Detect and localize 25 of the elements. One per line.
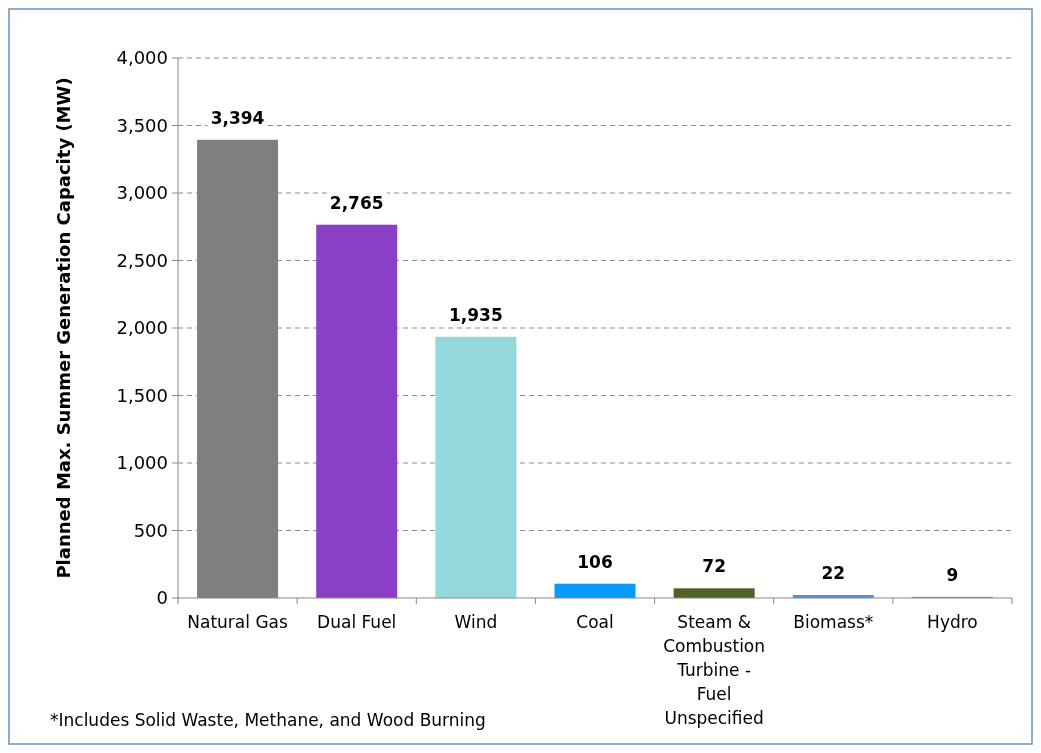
x-tick-label: Steam & Combustion Turbine - Fuel Unspecified xyxy=(663,612,766,728)
y-tick-label: 500 xyxy=(133,519,168,541)
y-tick-label: 3,000 xyxy=(116,182,168,204)
y-tick-label: 1,500 xyxy=(116,384,168,406)
data-label: 1,935 xyxy=(448,304,503,325)
data-label: 3,394 xyxy=(210,107,265,128)
x-tick-label: Natural Gas xyxy=(187,612,288,632)
x-tick-label: Biomass* xyxy=(793,612,874,632)
data-label: 9 xyxy=(946,564,959,585)
data-label: 106 xyxy=(577,551,613,572)
x-tick-label: Hydro xyxy=(927,612,978,632)
y-tick-label: 4,000 xyxy=(116,47,168,69)
y-tick-label: 2,000 xyxy=(116,317,168,339)
y-axis-title: Planned Max. Summer Generation Capacity (MW) xyxy=(53,77,74,579)
y-tick-label: 1,000 xyxy=(116,452,168,474)
text: *Includes Solid Waste, Methane, and Wood Burning xyxy=(50,710,486,730)
data-label: 72 xyxy=(702,556,726,577)
data-label: 2,765 xyxy=(329,192,384,213)
y-tick-label: 0 xyxy=(156,587,168,609)
data-label: 22 xyxy=(821,563,846,584)
x-tick-label: Dual Fuel xyxy=(317,612,397,632)
y-tick-label: 2,500 xyxy=(116,249,168,271)
y-tick-label: 3,500 xyxy=(116,114,168,136)
x-tick-label: Coal xyxy=(576,612,614,632)
x-tick-label: Wind xyxy=(454,612,498,632)
